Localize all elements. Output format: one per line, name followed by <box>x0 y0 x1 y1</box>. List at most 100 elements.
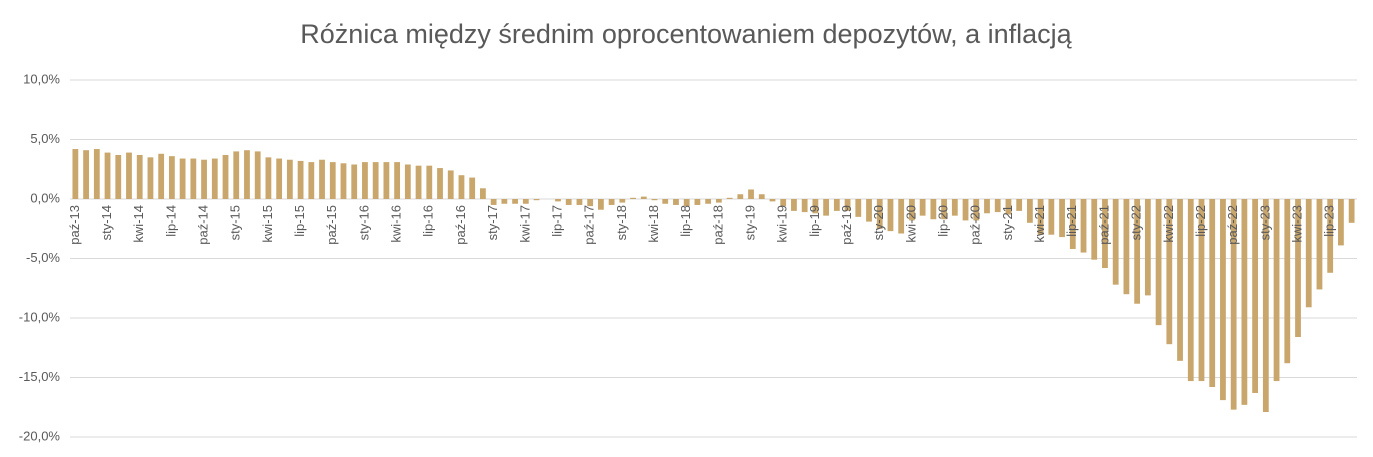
y-tick-label: -20,0% <box>19 428 61 443</box>
x-tick-label: sty-16 <box>356 205 371 240</box>
bar <box>994 199 1001 213</box>
y-tick-label: -10,0% <box>19 309 61 324</box>
bar <box>855 199 862 217</box>
x-tick-label: paź-13 <box>67 205 82 245</box>
bar <box>1144 199 1151 296</box>
y-tick-label: -15,0% <box>19 369 61 384</box>
bar <box>458 175 465 199</box>
bar <box>1005 199 1012 215</box>
bar <box>630 197 636 199</box>
bar <box>1241 199 1248 405</box>
bar <box>597 199 604 210</box>
bar <box>1016 199 1023 211</box>
bar <box>651 199 658 201</box>
bar <box>480 188 486 199</box>
bar <box>265 157 272 199</box>
bar <box>898 199 905 234</box>
bar <box>1069 199 1076 249</box>
bar <box>887 199 894 232</box>
bar <box>780 199 787 207</box>
x-tick-label: lip-23 <box>1322 205 1337 237</box>
x-tick-label: paź-18 <box>710 205 725 245</box>
bar <box>1102 199 1108 269</box>
bar <box>93 149 100 199</box>
x-tick-label: paź-19 <box>839 205 854 245</box>
x-tick-label: kwi-18 <box>646 205 661 243</box>
bar <box>683 199 690 207</box>
bar <box>715 199 722 203</box>
bar <box>555 199 561 202</box>
x-tick-label: kwi-17 <box>517 205 532 243</box>
y-tick-label: -5,0% <box>26 250 60 265</box>
bar <box>437 168 443 199</box>
bar <box>812 199 819 214</box>
x-tick-label: sty-17 <box>485 205 500 240</box>
bar <box>619 199 626 203</box>
bar <box>1316 199 1323 290</box>
bar <box>340 163 347 199</box>
bar <box>254 151 261 199</box>
bar <box>297 160 304 199</box>
bar <box>791 199 797 211</box>
x-tick-label: lip-20 <box>936 205 951 237</box>
x-tick-label: lip-18 <box>678 205 693 237</box>
bar <box>866 199 872 222</box>
chart-title: Różnica między średnim oprocentowaniem d… <box>300 19 1072 49</box>
x-tick-label: lip-22 <box>1193 205 1208 237</box>
x-tick-label: kwi-14 <box>131 205 146 243</box>
bar <box>168 156 175 199</box>
bar <box>501 199 508 204</box>
bar <box>394 162 401 199</box>
x-tick-label: sty-23 <box>1257 205 1272 240</box>
bar <box>973 199 980 221</box>
bar <box>1187 199 1194 382</box>
bar <box>1209 199 1216 388</box>
bar <box>383 162 390 199</box>
bar <box>1048 199 1055 235</box>
bar <box>1305 199 1312 308</box>
bar <box>1123 199 1130 295</box>
bar <box>469 177 476 199</box>
x-tick-label: lip-15 <box>292 205 307 237</box>
bar <box>737 194 744 199</box>
x-tick-label: lip-21 <box>1064 205 1079 237</box>
bar <box>1177 199 1183 361</box>
bar <box>115 154 122 199</box>
bar <box>190 158 197 199</box>
bar <box>126 152 132 199</box>
bar <box>1112 199 1119 285</box>
bar <box>276 158 283 199</box>
bar <box>308 162 315 199</box>
bar <box>147 157 154 199</box>
bar <box>1348 199 1355 223</box>
x-tick-label: kwi-15 <box>260 205 275 243</box>
bar <box>930 199 937 220</box>
bar <box>362 162 368 199</box>
x-tick-label: lip-19 <box>807 205 822 237</box>
x-tick-label: lip-17 <box>549 205 564 237</box>
bar <box>319 159 325 199</box>
x-tick-label: kwi-23 <box>1289 205 1304 243</box>
bar <box>769 199 776 202</box>
bar <box>608 199 615 205</box>
bar <box>222 154 229 199</box>
bar <box>1166 199 1173 345</box>
bar <box>244 150 250 199</box>
x-tick-label: paź-16 <box>453 205 468 245</box>
x-tick-label: paź-21 <box>1096 205 1111 245</box>
x-tick-label: sty-20 <box>871 205 886 240</box>
bar <box>876 199 883 229</box>
y-tick-label: 10,0% <box>23 71 60 86</box>
x-tick-label: kwi-21 <box>1032 205 1047 243</box>
bar <box>404 164 411 199</box>
bar <box>951 199 958 216</box>
y-tick-label: 5,0% <box>30 131 60 146</box>
x-tick-label: paź-17 <box>582 205 597 245</box>
y-tick-label: 0,0% <box>30 190 60 205</box>
bar <box>748 189 754 199</box>
bar <box>372 162 379 199</box>
bar <box>329 162 336 199</box>
x-tick-label: kwi-19 <box>775 205 790 243</box>
bar <box>1273 199 1280 382</box>
